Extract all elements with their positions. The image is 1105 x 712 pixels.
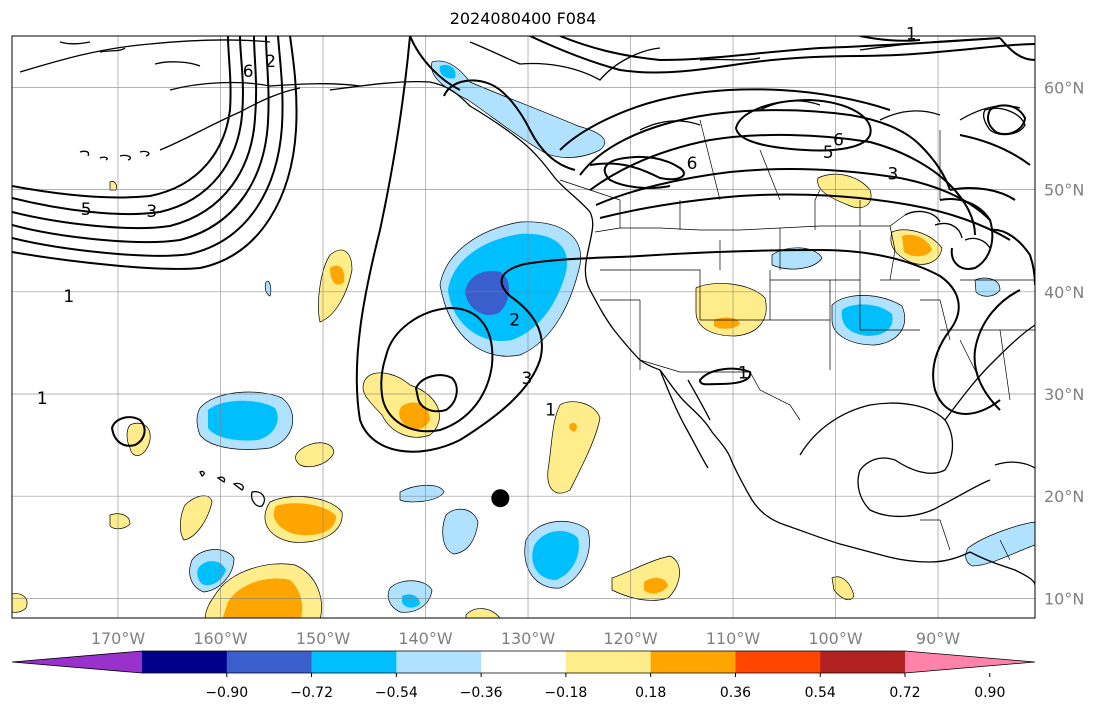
colorbar-tick-label: −0.72 <box>290 685 333 701</box>
longitude-tick-labels: 170°W 160°W 150°W 140°W 130°W 120°W 110°W 100°W… <box>91 629 960 648</box>
colorbar-segment <box>311 651 397 673</box>
contour-label: 3 <box>146 202 157 222</box>
colorbar-segment <box>481 651 567 673</box>
contour-label: 3 <box>887 164 898 184</box>
anomaly-shading <box>12 60 1035 618</box>
colorbar-segment <box>565 651 652 673</box>
contour-label: 5 <box>823 143 834 163</box>
contour-label: 6 <box>833 131 844 151</box>
longitude-tick-label: 140°W <box>398 629 453 648</box>
map-title: 2024080400 F084 <box>449 9 597 28</box>
colorbar-tick-label: 0.36 <box>720 685 751 701</box>
contour-label: 2 <box>265 52 276 72</box>
latitude-tick-label: 60°N <box>1044 78 1084 97</box>
longitude-tick-label: 90°W <box>916 629 960 648</box>
contour-label: 1 <box>545 400 556 420</box>
longitude-tick-label: 160°W <box>193 629 248 648</box>
colorbar-tick-label: −0.54 <box>375 685 418 701</box>
contour-label: 1 <box>37 389 48 409</box>
colorbar-outline <box>11 650 1036 674</box>
colorbar-tick-label: −0.90 <box>205 685 248 701</box>
contour-label: 6 <box>243 62 254 82</box>
contour-label: 3 <box>522 369 533 389</box>
latitude-tick-label: 40°N <box>1044 283 1084 302</box>
coastlines <box>19 37 1035 586</box>
longitude-tick-label: 150°W <box>296 629 351 648</box>
map-plot-area <box>11 35 1036 619</box>
contour-label: 2 <box>509 311 520 331</box>
colorbar <box>11 650 1036 674</box>
contour-lines <box>12 36 1035 453</box>
colorbar-segment <box>396 651 482 673</box>
longitude-tick-label: 100°W <box>808 629 863 648</box>
latitude-tick-label: 30°N <box>1044 385 1084 404</box>
country-borders <box>559 119 1035 561</box>
longitude-tick-label: 120°W <box>603 629 658 648</box>
contour-label: 5 <box>81 200 92 220</box>
longitude-tick-label: 110°W <box>706 629 761 648</box>
graticule <box>12 36 1035 618</box>
colorbar-tick-label: 0.72 <box>889 685 920 701</box>
longitude-tick-label: 130°W <box>501 629 556 648</box>
colorbar-tick-label: 0.18 <box>635 685 666 701</box>
colorbar-tick-label: 0.54 <box>805 685 836 701</box>
colorbar-segment <box>226 651 313 673</box>
colorbar-segment <box>650 651 736 673</box>
contour-label: 1 <box>738 364 749 384</box>
colorbar-segment <box>142 651 228 673</box>
colorbar-labels: −0.90 −0.72 −0.54 −0.36 −0.18 0.18 0.36 0.54 0.7… <box>205 673 1005 701</box>
storm-position-marker <box>491 489 510 508</box>
colorbar-extend-low <box>12 651 142 673</box>
colorbar-tick-label: 0.90 <box>974 685 1005 701</box>
colorbar-tick-label: −0.36 <box>460 685 503 701</box>
latitude-tick-label: 50°N <box>1044 181 1084 200</box>
contour-label: 1 <box>63 287 74 307</box>
colorbar-extend-high <box>905 651 1035 673</box>
latitude-tick-label: 20°N <box>1044 487 1084 506</box>
longitude-tick-label: 170°W <box>91 629 146 648</box>
colorbar-tick-label: −0.18 <box>544 685 587 701</box>
contour-label: 6 <box>687 154 698 174</box>
contour-label: 1 <box>906 24 917 44</box>
latitude-tick-labels: 60°N 50°N 40°N 30°N 20°N 10°N <box>1044 78 1084 608</box>
colorbar-segment <box>735 651 821 673</box>
latitude-tick-label: 10°N <box>1044 589 1084 608</box>
colorbar-segment <box>820 651 906 673</box>
